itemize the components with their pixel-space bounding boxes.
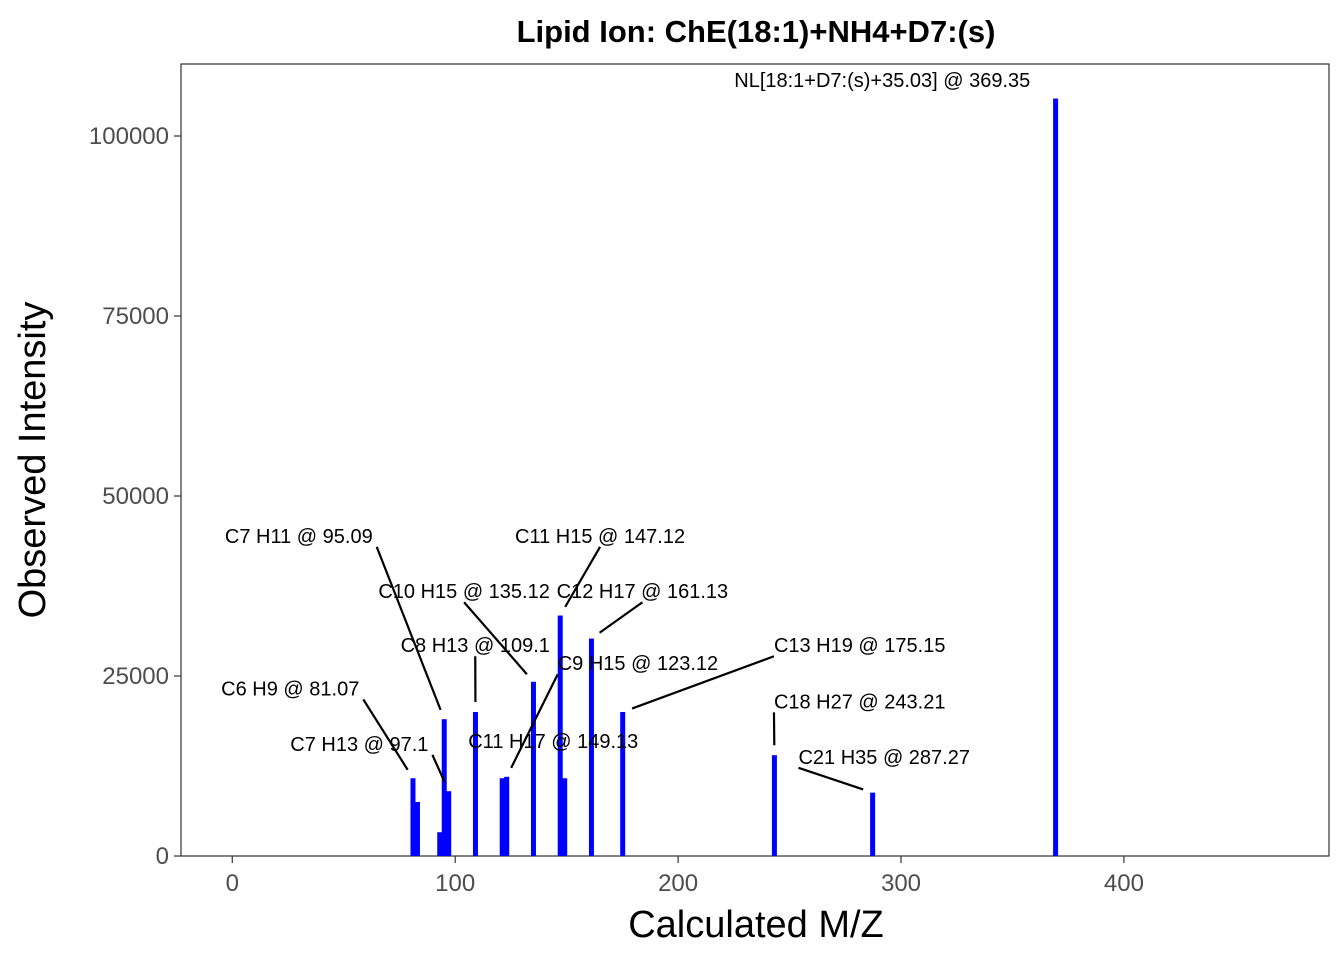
x-tick-label: 0: [226, 870, 239, 897]
peak-label: C11 H17 @ 149.13: [468, 731, 638, 753]
leader-line: [510, 673, 559, 769]
x-tick-label: 400: [1104, 870, 1144, 897]
peak-label: C10 H15 @ 135.12: [378, 581, 550, 603]
y-tick-label: 100000: [89, 123, 169, 150]
peak-bars: [410, 98, 1059, 856]
x-tick-label: 300: [881, 870, 921, 897]
y-tick-label: 25000: [102, 663, 169, 690]
peak-label: C13 H19 @ 175.15: [774, 635, 946, 657]
y-tick-label: 0: [156, 843, 169, 870]
y-axis: 0 25000 50000 75000 100000: [89, 123, 181, 870]
peak-label: C18 H27 @ 243.21: [774, 691, 946, 713]
y-tick-label: 75000: [102, 303, 169, 330]
peak-label: C6 H9 @ 81.07: [221, 678, 359, 700]
peak-bar: [588, 638, 594, 856]
leader-line: [375, 546, 442, 711]
peak-bar: [441, 719, 447, 856]
peak-bar: [504, 776, 510, 856]
peak-bar: [1053, 98, 1059, 856]
peak-bar: [620, 712, 626, 856]
y-axis-title: Observed Intensity: [12, 302, 54, 619]
leader-line: [798, 766, 864, 791]
peak-bar: [530, 681, 536, 856]
leader-line: [431, 754, 446, 783]
peak-bar: [410, 778, 416, 856]
peak-label: C7 H13 @ 97.1: [290, 734, 428, 756]
peak-bar: [499, 778, 505, 856]
x-axis-title: Calculated M/Z: [628, 904, 884, 946]
peak-bar: [446, 791, 452, 856]
leader-line: [564, 546, 602, 608]
leader-line: [631, 655, 775, 710]
peak-label: C7 H11 @ 95.09: [225, 526, 373, 548]
peak-label: C8 H13 @ 109.1: [401, 635, 550, 657]
peak-bar: [562, 778, 568, 856]
plot-panel: [180, 63, 1330, 857]
peak-bar: [870, 792, 876, 856]
leader-line: [598, 601, 644, 634]
y-tick-label: 50000: [102, 483, 169, 510]
x-axis: 0 100 200 300 400: [226, 856, 1144, 897]
peak-label: NL[18:1+D7:(s)+35.03] @ 369.35: [734, 70, 1030, 92]
peak-bar: [771, 755, 777, 856]
peak-bar: [437, 832, 443, 856]
chart-title: Lipid Ion: ChE(18:1)+NH4+D7:(s): [517, 14, 996, 49]
peak-bar: [472, 712, 478, 856]
x-tick-label: 200: [658, 870, 698, 897]
peak-label: C11 H15 @ 147.12: [515, 526, 685, 548]
peak-bar: [557, 615, 563, 856]
leader-line: [362, 698, 409, 771]
peak-label: C12 H17 @ 161.13: [557, 581, 729, 603]
peak-bar: [414, 802, 420, 856]
leader-line: [463, 601, 528, 675]
peak-label: C21 H35 @ 287.27: [798, 747, 970, 769]
x-tick-label: 100: [435, 870, 475, 897]
peak-labels: C6 H9 @ 81.07 C7 H11 @ 95.09 C7 H13 @ 97.1…: [221, 70, 1030, 769]
label-leader-lines: [362, 546, 864, 791]
peak-label: C9 H15 @ 123.12: [558, 653, 718, 675]
